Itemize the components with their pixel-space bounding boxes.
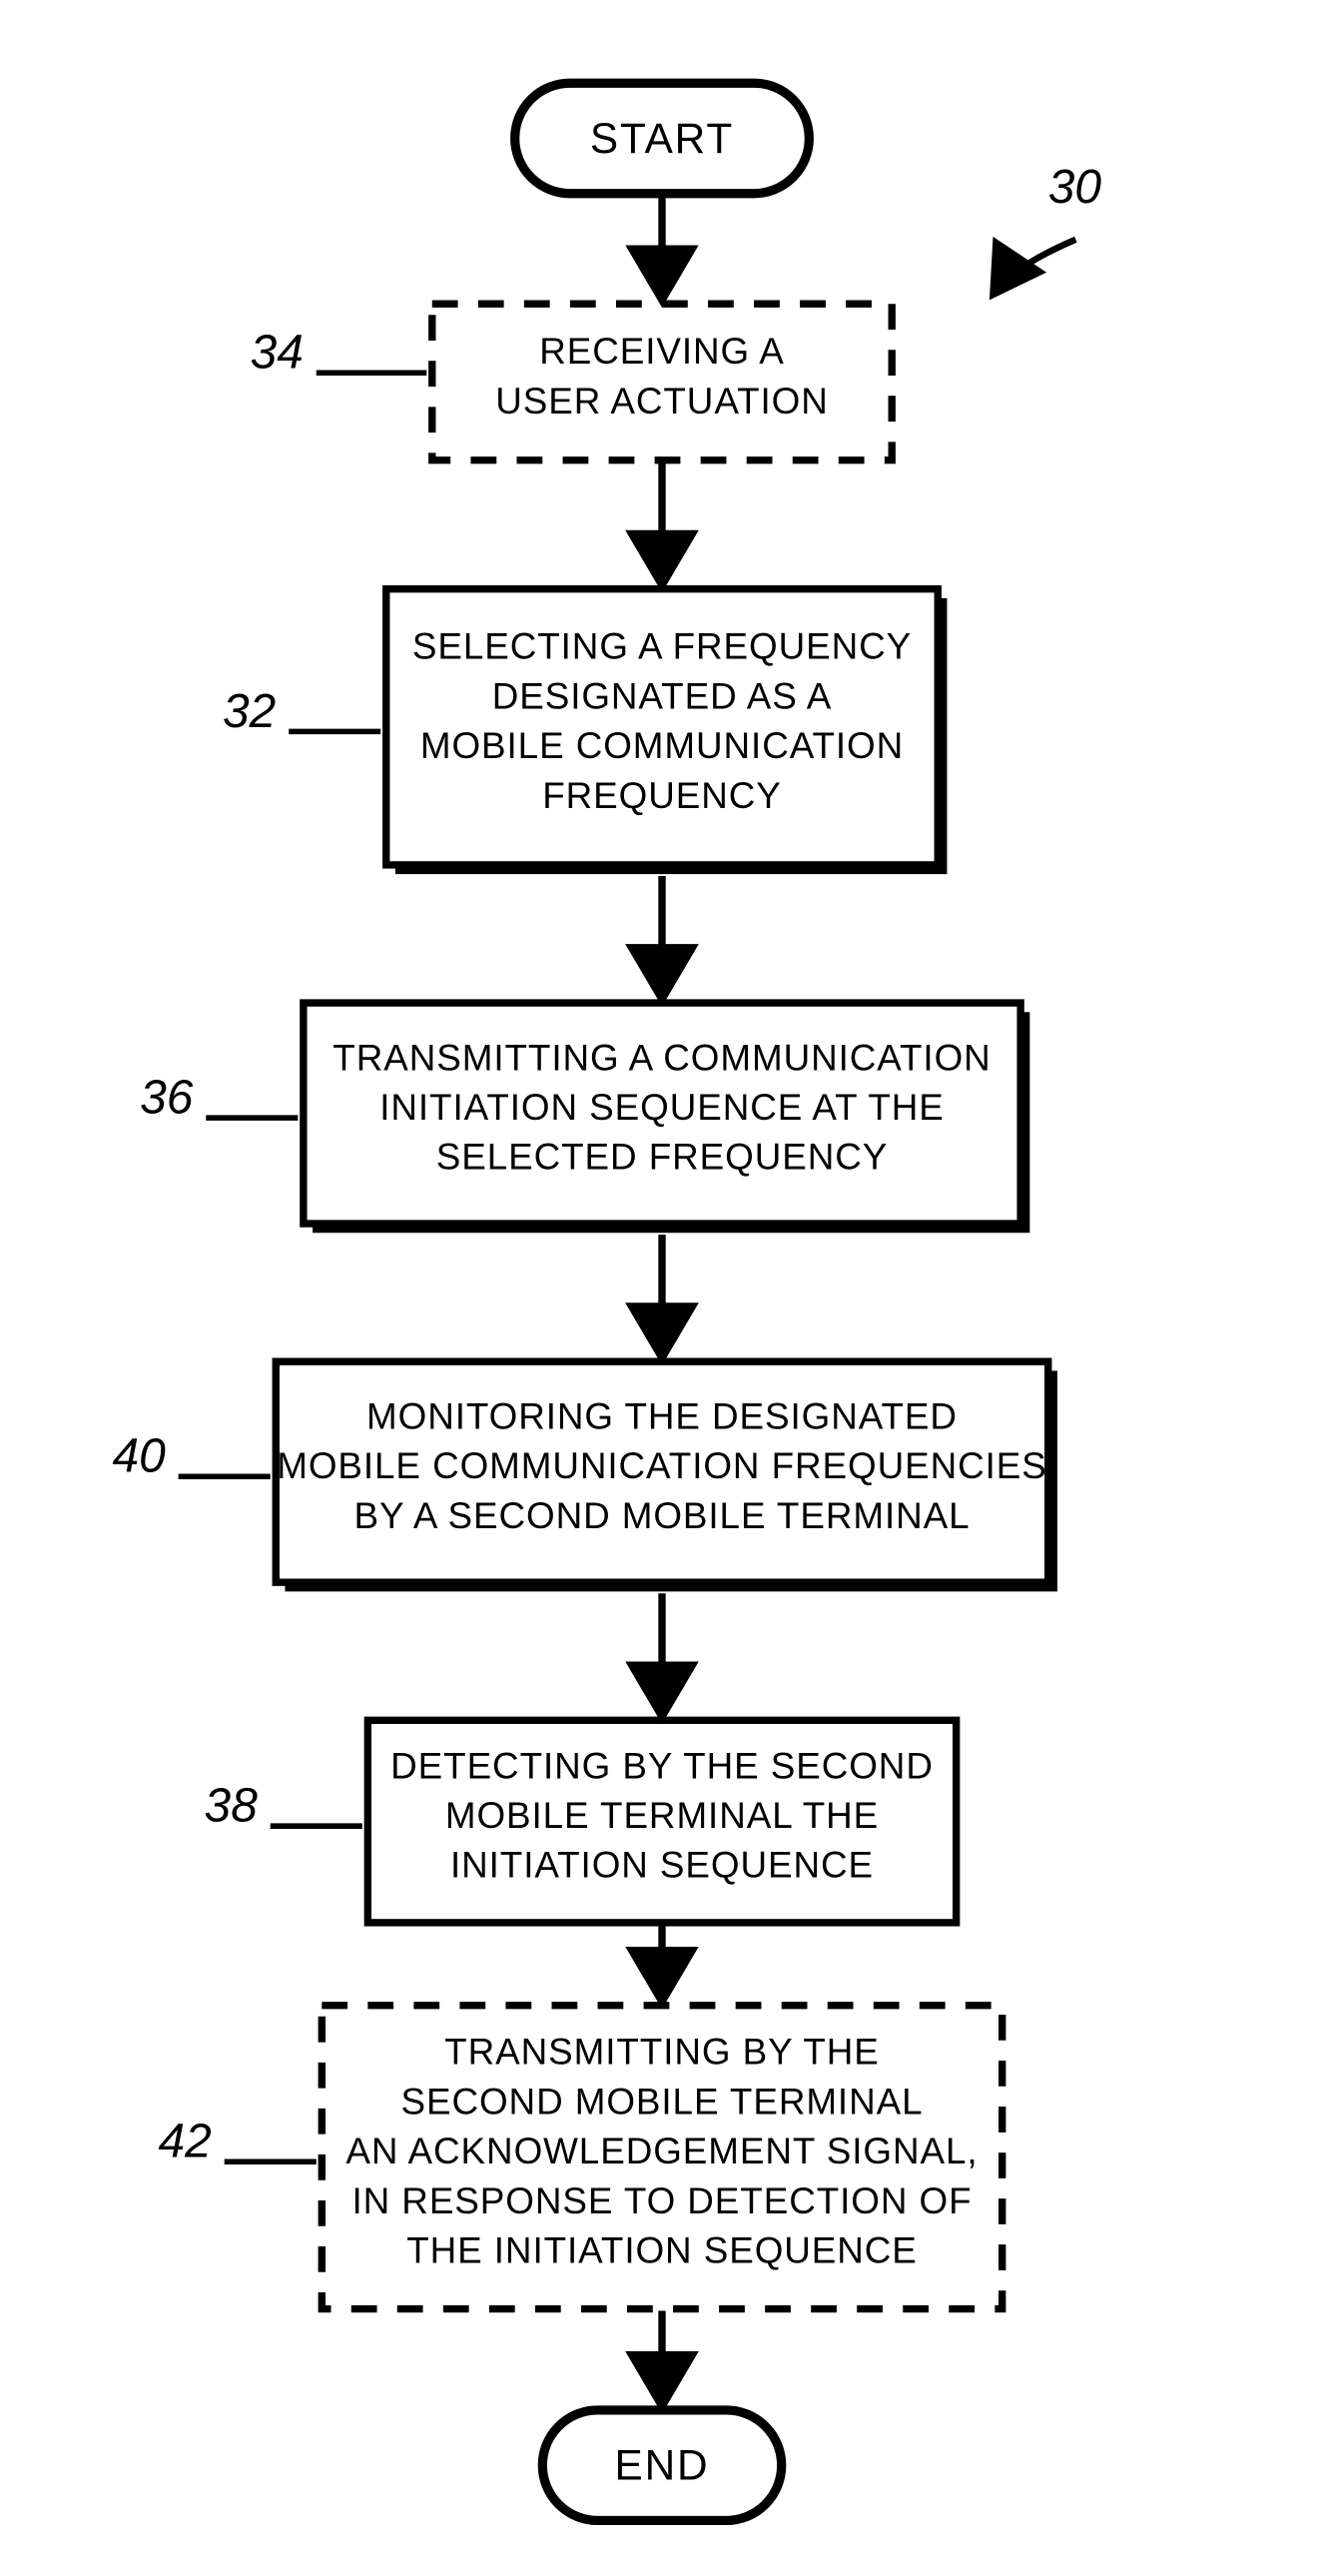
svg-text:36: 36 (140, 1072, 194, 1125)
svg-text:BY A SECOND MOBILE TERMINAL: BY A SECOND MOBILE TERMINAL (353, 1495, 970, 1536)
svg-text:30: 30 (1048, 161, 1102, 214)
n36: TRANSMITTING A COMMUNICATION INITIATION S… (304, 1003, 1029, 1233)
svg-text:USER ACTUATION: USER ACTUATION (495, 381, 828, 422)
start-label: START (590, 115, 734, 162)
svg-text:THE INITIATION SEQUENCE: THE INITIATION SEQUENCE (406, 2230, 918, 2271)
svg-text:MOBILE TERMINAL THE: MOBILE TERMINAL THE (445, 1795, 879, 1836)
svg-text:SELECTED FREQUENCY: SELECTED FREQUENCY (436, 1137, 888, 1178)
svg-text:SECOND MOBILE TERMINAL: SECOND MOBILE TERMINAL (400, 2081, 923, 2122)
svg-text:TRANSMITTING BY THE: TRANSMITTING BY THE (444, 2032, 880, 2073)
svg-text:38: 38 (205, 1780, 259, 1833)
svg-text:FREQUENCY: FREQUENCY (542, 775, 782, 816)
start: START (515, 83, 810, 193)
svg-text:DESIGNATED AS A: DESIGNATED AS A (492, 675, 833, 716)
svg-text:AN ACKNOWLEDGEMENT SIGNAL,: AN ACKNOWLEDGEMENT SIGNAL, (345, 2131, 978, 2171)
svg-text:INITIATION SEQUENCE: INITIATION SEQUENCE (450, 1845, 874, 1886)
svg-text:IN RESPONSE TO DETECTION OF: IN RESPONSE TO DETECTION OF (351, 2180, 972, 2221)
svg-text:42: 42 (159, 2116, 212, 2168)
svg-text:RECEIVING A: RECEIVING A (539, 331, 784, 372)
svg-text:40: 40 (112, 1430, 166, 1483)
svg-text:MOBILE COMMUNICATION: MOBILE COMMUNICATION (420, 725, 904, 766)
svg-text:DETECTING BY THE SECOND: DETECTING BY THE SECOND (390, 1745, 934, 1786)
svg-text:INITIATION SEQUENCE AT THE: INITIATION SEQUENCE AT THE (379, 1087, 945, 1128)
svg-text:MOBILE COMMUNICATION FREQUENCI: MOBILE COMMUNICATION FREQUENCIES (277, 1445, 1047, 1486)
svg-text:TRANSMITTING A COMMUNICATION: TRANSMITTING A COMMUNICATION (332, 1037, 991, 1078)
end: END (542, 2410, 781, 2521)
n38: DETECTING BY THE SECOND MOBILE TERMINAL T… (367, 1720, 956, 1923)
svg-text:SELECTING A FREQUENCY: SELECTING A FREQUENCY (412, 626, 912, 667)
svg-text:34: 34 (251, 327, 304, 380)
flowchart-figure: START RECEIVING A USER ACTUATION 34 SELECTIN… (0, 0, 1324, 2576)
svg-text:32: 32 (223, 685, 276, 738)
end-label: END (615, 2442, 710, 2489)
n32: SELECTING A FREQUENCY DESIGNATED AS A MOBI… (386, 589, 948, 874)
n40: MONITORING THE DESIGNATED MOBILE COMMUNIC… (276, 1361, 1057, 1591)
svg-text:MONITORING THE DESIGNATED: MONITORING THE DESIGNATED (366, 1395, 958, 1436)
